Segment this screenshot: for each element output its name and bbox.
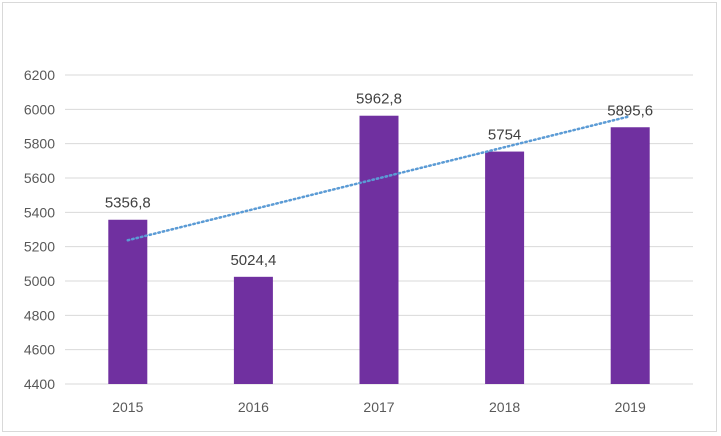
y-tick-label-6200: 6200 bbox=[24, 67, 55, 83]
y-tick-label-4600: 4600 bbox=[24, 342, 55, 358]
data-label-2017: 5962,8 bbox=[356, 91, 402, 108]
y-tick-label-5600: 5600 bbox=[24, 170, 55, 186]
y-tick-label-6000: 6000 bbox=[24, 101, 55, 117]
trendline-group bbox=[126, 114, 632, 242]
x-tick-label-2015: 2015 bbox=[112, 399, 143, 415]
data-label-2019: 5895,6 bbox=[607, 102, 653, 119]
gridlines bbox=[65, 74, 693, 385]
x-tick-label-2017: 2017 bbox=[363, 399, 394, 415]
y-axis-ticks: 4400 4600 4800 5000 5200 5400 5600 5800 6000 6200 bbox=[24, 67, 55, 392]
x-tick-label-2018: 2018 bbox=[489, 399, 520, 415]
y-tick-label-5000: 5000 bbox=[24, 273, 55, 289]
y-tick-label-4800: 4800 bbox=[24, 307, 55, 323]
bar-2015 bbox=[108, 219, 148, 384]
y-tick-label-4400: 4400 bbox=[24, 376, 55, 392]
data-label-2018: 5754 bbox=[488, 127, 521, 144]
bar-2019 bbox=[610, 127, 650, 384]
trendline bbox=[126, 114, 632, 242]
data-label-2016: 5024,4 bbox=[230, 252, 276, 269]
bar-2018 bbox=[485, 151, 525, 384]
x-axis-ticks: 2015 2016 2017 2018 2019 bbox=[112, 399, 646, 415]
data-label-2015: 5356,8 bbox=[105, 195, 151, 212]
x-tick-label-2016: 2016 bbox=[238, 399, 269, 415]
bar-2017 bbox=[359, 115, 399, 384]
bar-2016 bbox=[233, 276, 273, 384]
x-tick-label-2019: 2019 bbox=[615, 399, 646, 415]
bars bbox=[108, 115, 650, 384]
y-tick-label-5200: 5200 bbox=[24, 239, 55, 255]
y-tick-label-5400: 5400 bbox=[24, 204, 55, 220]
data-labels: 5356,8 5024,4 5962,8 5754 5895,6 bbox=[105, 91, 653, 269]
y-tick-label-5800: 5800 bbox=[24, 136, 55, 152]
